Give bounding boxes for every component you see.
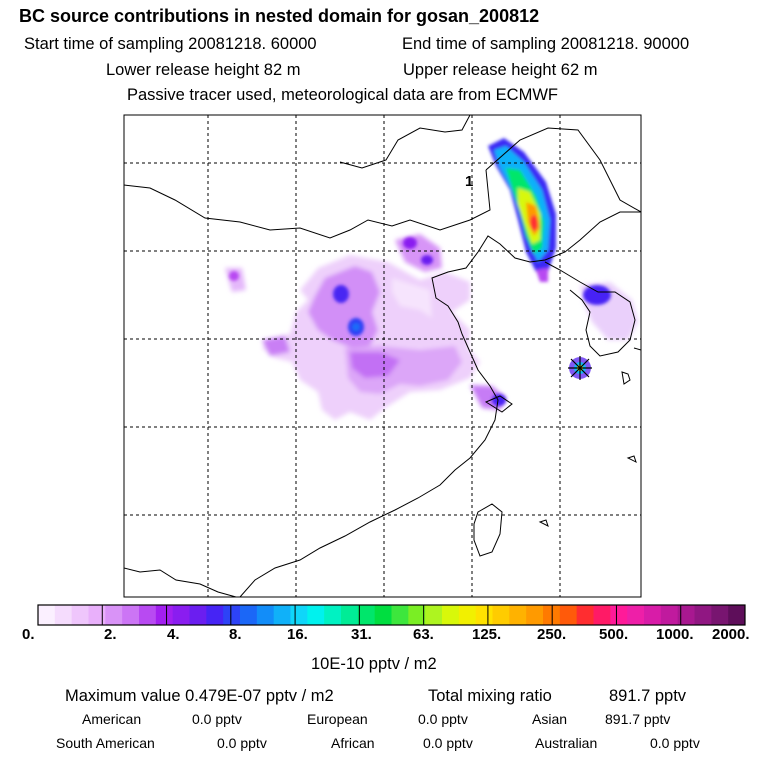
colorbar-swatch <box>240 605 258 625</box>
start-time-label: Start time of sampling 20081218. 60000 <box>24 35 317 53</box>
lower-release-label: Lower release height 82 m <box>106 61 301 79</box>
colorbar-swatch <box>576 605 594 625</box>
region-name: African <box>331 735 375 751</box>
colorbar-frame <box>37 604 746 626</box>
graticule <box>124 115 641 597</box>
colorbar-swatch <box>38 605 56 625</box>
plume <box>488 138 556 282</box>
colorbar-tick: 16. <box>287 626 308 643</box>
region-name: Asian <box>532 711 568 727</box>
colorbar-swatch <box>374 605 392 625</box>
tracer-note: Passive tracer used, meteorological data… <box>127 86 558 104</box>
region-value: 0.0 pptv <box>418 711 468 727</box>
colorbar-swatch <box>526 605 544 625</box>
map-frame <box>123 114 642 598</box>
colorbar-tick: 4. <box>167 626 180 643</box>
colorbar-swatch <box>307 605 325 625</box>
max-value-label: Maximum value 0.479E-07 pptv / m2 <box>65 687 334 705</box>
colorbar-swatch <box>206 605 224 625</box>
colorbar-swatch <box>677 605 695 625</box>
region-value: 0.0 pptv <box>217 735 267 751</box>
colorbar-swatch <box>458 605 477 625</box>
colorbar-swatch <box>627 605 645 625</box>
colorbar-swatch <box>391 605 409 625</box>
colorbar-swatch <box>357 605 376 625</box>
colorbar-swatch <box>122 605 140 625</box>
colorbar-unit: 10E-10 pptv / m2 <box>311 655 437 673</box>
colorbar-swatch <box>273 605 291 625</box>
colorbar-swatch <box>256 605 275 625</box>
coastlines <box>124 115 641 597</box>
upper-release-label: Upper release height 62 m <box>403 61 598 79</box>
colorbar-swatch <box>341 605 359 625</box>
colorbar-swatch <box>728 605 746 625</box>
colorbar-swatch <box>711 605 729 625</box>
colorbar-swatch <box>172 605 190 625</box>
colorbar-swatch <box>475 605 493 625</box>
end-time-label: End time of sampling 20081218. 90000 <box>402 35 690 53</box>
colorbar-tick: 2. <box>104 626 117 643</box>
colorbar-tick: 0. <box>22 626 35 643</box>
colorbar-tick: 31. <box>351 626 372 643</box>
colorbar-swatch <box>660 605 679 625</box>
colorbar-swatch <box>593 605 611 625</box>
region-value: 0.0 pptv <box>650 735 700 751</box>
source-marker-label: 1 <box>465 173 473 190</box>
colorbar-swatch <box>492 605 510 625</box>
colorbar-swatch <box>442 605 460 625</box>
total-mixing-label: Total mixing ratio <box>428 687 552 705</box>
colorbar-swatch <box>105 605 123 625</box>
colorbar-swatch <box>54 605 73 625</box>
colorbar <box>37 604 746 626</box>
colorbar-tick: 125. <box>472 626 502 643</box>
figure-title: BC source contributions in nested domain… <box>19 6 540 26</box>
colorbar-swatch <box>694 605 712 625</box>
region-name: South American <box>56 735 155 751</box>
colorbar-swatch <box>139 605 157 625</box>
region-value: 0.0 pptv <box>423 735 473 751</box>
colorbar-swatch <box>509 605 527 625</box>
region-name: Australian <box>535 735 598 751</box>
region-name: American <box>82 711 142 727</box>
colorbar-swatch <box>155 605 174 625</box>
colorbar-swatch <box>189 605 207 625</box>
colorbar-tick: 1000. <box>656 626 694 643</box>
colorbar-swatch <box>408 605 426 625</box>
total-mixing-value: 891.7 pptv <box>609 687 687 705</box>
colorbar-swatch <box>223 605 241 625</box>
colorbar-swatch <box>644 605 662 625</box>
colorbar-tick: 2000. <box>712 626 750 643</box>
colorbar-swatch <box>425 605 443 625</box>
colorbar-swatch <box>559 605 578 625</box>
colorbar-swatch <box>610 605 628 625</box>
colorbar-swatch <box>324 605 342 625</box>
colorbar-swatch <box>290 605 308 625</box>
region-value: 0.0 pptv <box>192 711 242 727</box>
region-value: 891.7 pptv <box>605 711 671 727</box>
colorbar-tick: 8. <box>229 626 242 643</box>
colorbar-tick: 250. <box>537 626 567 643</box>
colorbar-tick: 500. <box>599 626 629 643</box>
colorbar-swatch <box>71 605 89 625</box>
receptor-marker <box>568 356 592 380</box>
map-area <box>124 115 641 597</box>
colorbar-tick: 63. <box>413 626 434 643</box>
region-name: European <box>307 711 368 727</box>
colorbar-swatch <box>543 605 561 625</box>
colorbar-swatch <box>88 605 106 625</box>
